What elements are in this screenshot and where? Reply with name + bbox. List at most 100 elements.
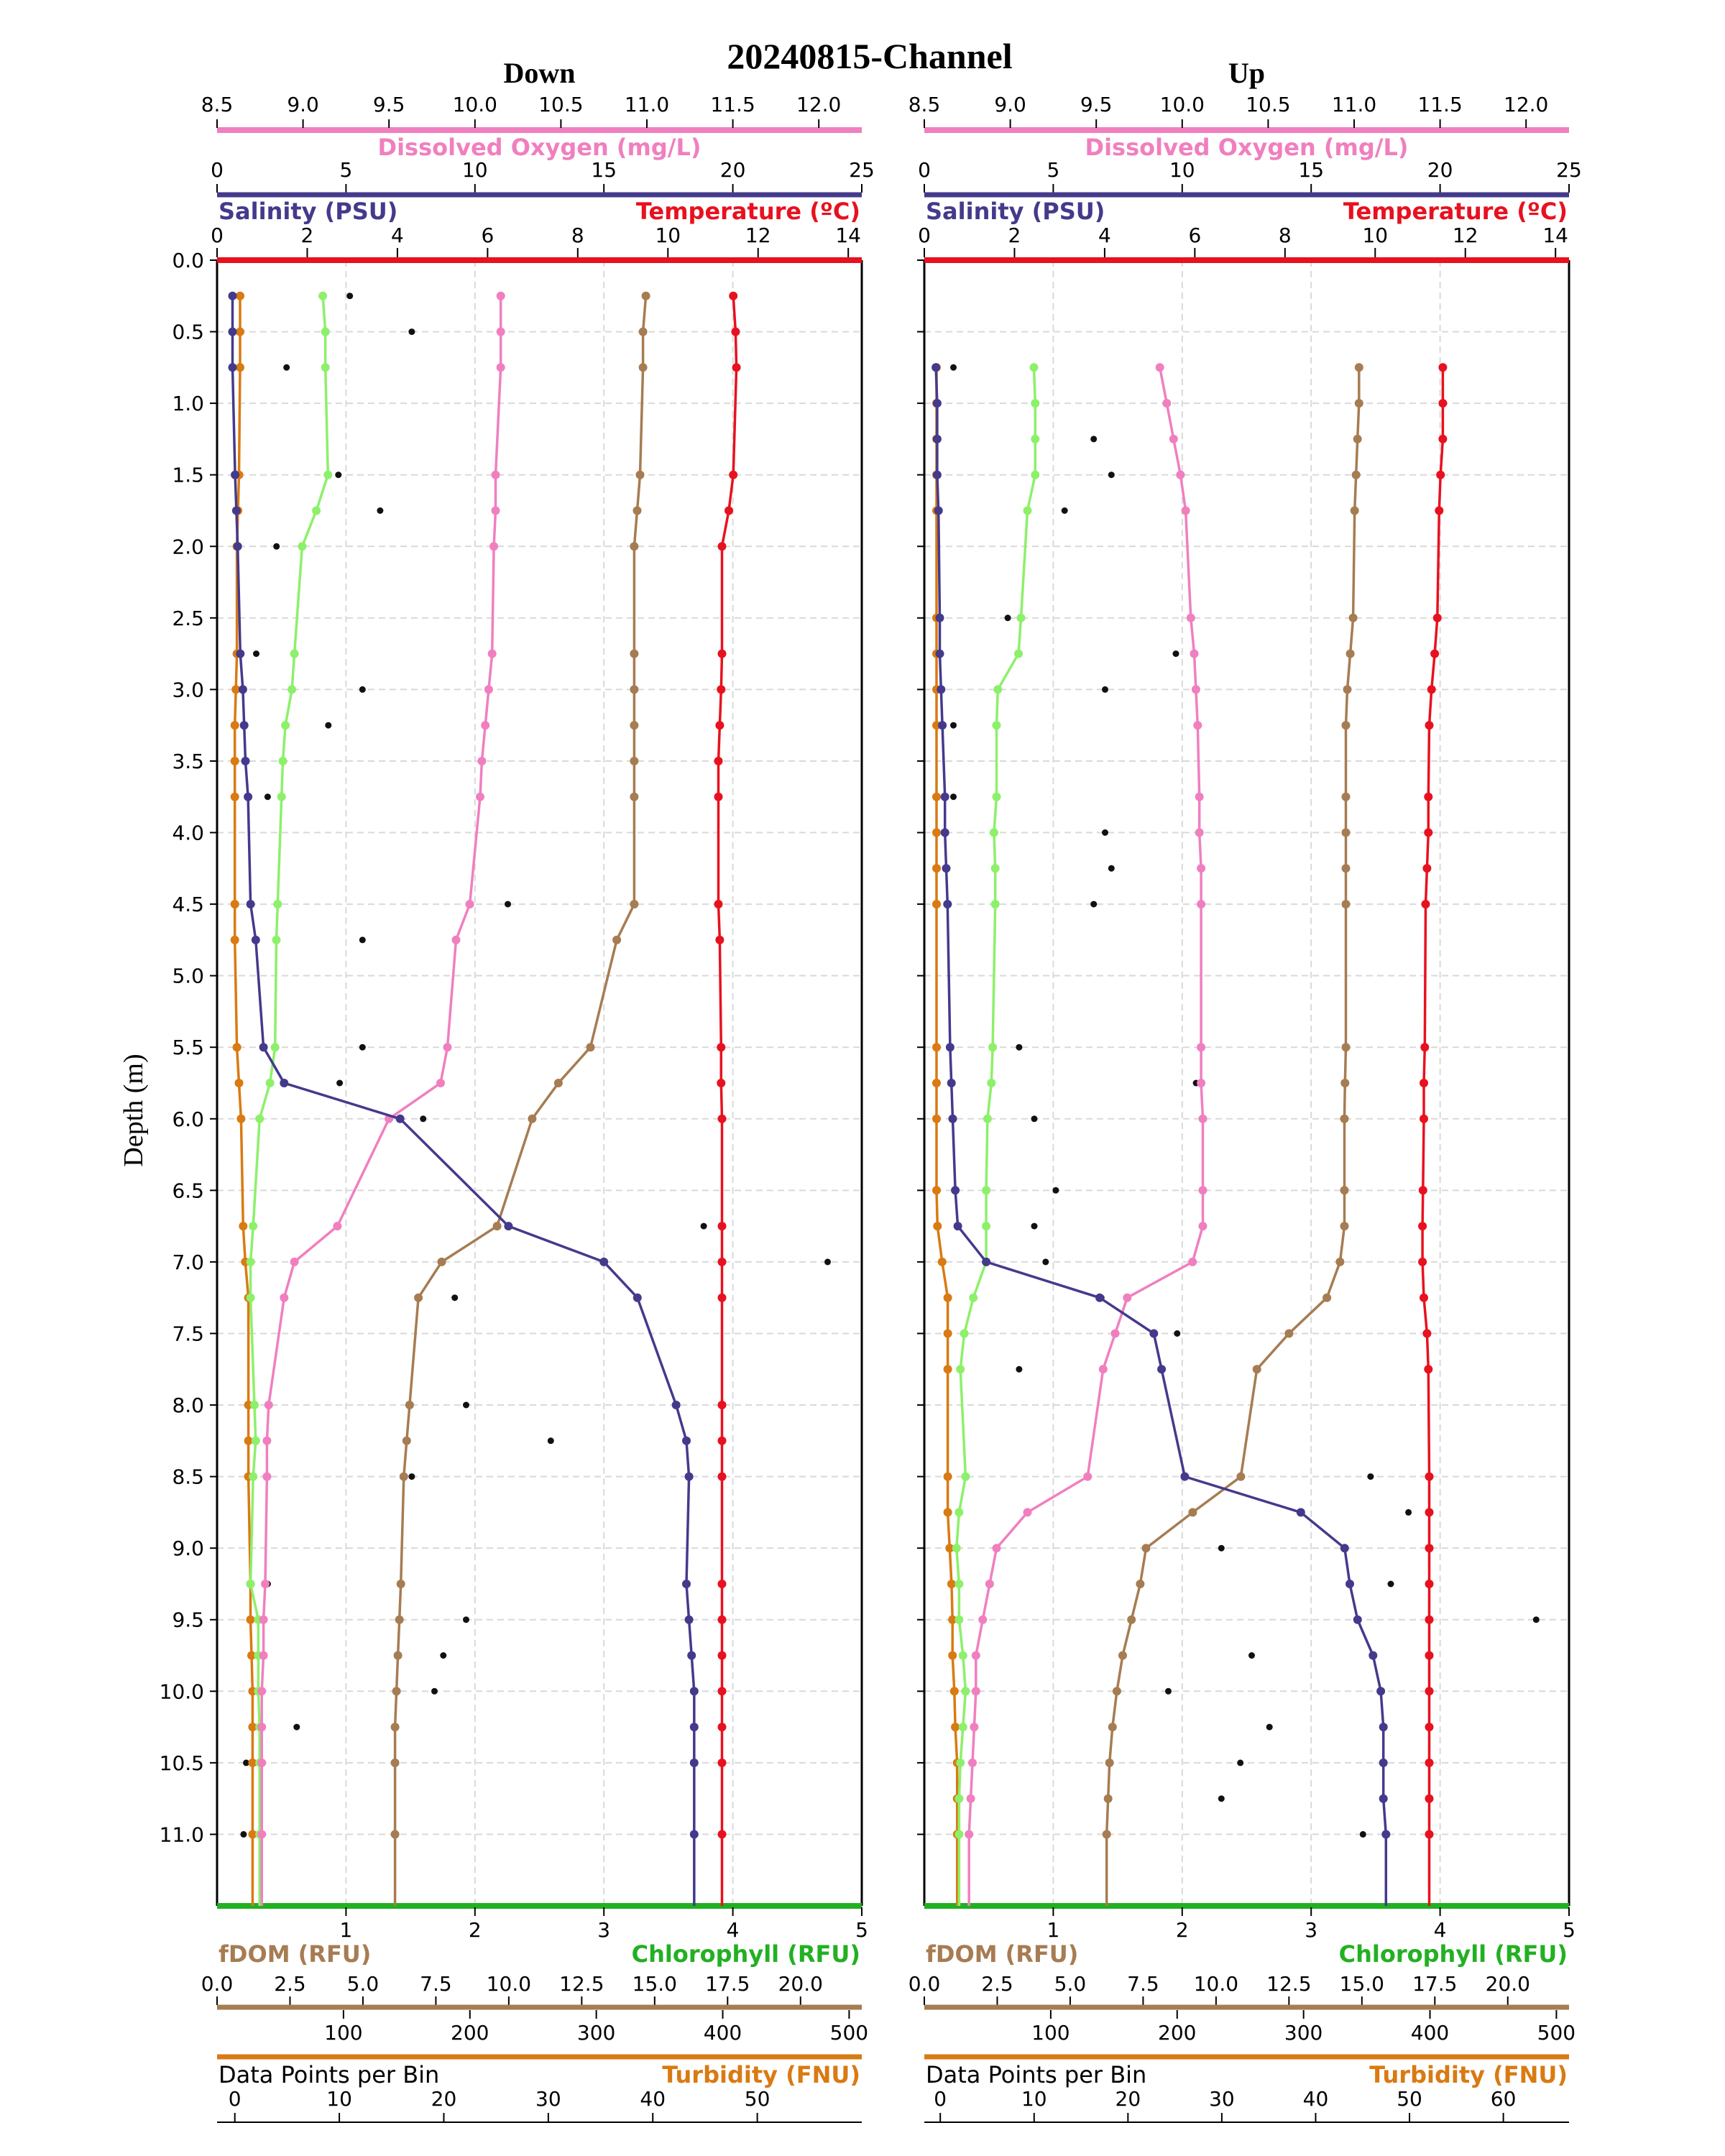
- data-point-dissolved-oxygen: [1191, 685, 1200, 694]
- data-point-chlorophyll: [1031, 399, 1040, 408]
- data-point-temperature: [1421, 900, 1430, 909]
- y-tick-label: 11.0: [160, 1823, 204, 1846]
- data-point-chlorophyll: [250, 1401, 259, 1409]
- data-point-fdom: [1341, 864, 1351, 873]
- data-point-temperature: [717, 1830, 727, 1839]
- data-point-dissolved-oxygen: [971, 1651, 980, 1660]
- bin-count-point: [1031, 1115, 1038, 1123]
- data-point-salinity: [689, 1830, 699, 1839]
- bin-count-point: [1532, 1616, 1540, 1623]
- data-point-temperature: [729, 291, 738, 300]
- data-point-fdom: [586, 1043, 595, 1052]
- data-point-temperature: [1424, 792, 1433, 801]
- data-point-temperature: [717, 685, 726, 694]
- bin-count-point: [1367, 1473, 1374, 1480]
- data-point-salinity: [951, 1186, 960, 1195]
- data-point-temperature: [717, 1615, 727, 1624]
- series-fdom: [390, 291, 650, 1906]
- data-point-chlorophyll: [288, 685, 297, 694]
- data-point-salinity: [228, 363, 237, 372]
- series-salinity: [228, 291, 699, 1906]
- chlorophyll-tick-label: 4: [727, 1918, 740, 1942]
- bin-count-point: [950, 722, 957, 729]
- data-point-dissolved-oxygen: [1198, 1186, 1208, 1195]
- temperature-tick-label: 0: [211, 224, 224, 247]
- data-point-temperature: [715, 721, 724, 730]
- y-tick-label: 7.0: [172, 1250, 204, 1274]
- y-tick-label: 3.5: [172, 750, 204, 773]
- data-point-turbidity: [236, 363, 244, 372]
- data-point-fdom: [1236, 1472, 1246, 1481]
- data-point-temperature: [1425, 1580, 1434, 1588]
- fdom-tick-label: 20.0: [778, 1972, 823, 1996]
- data-point-dissolved-oxygen: [1198, 1114, 1208, 1123]
- data-point-dissolved-oxygen: [487, 649, 497, 658]
- bin-count-point: [1387, 1580, 1394, 1588]
- data-point-salinity: [1376, 1687, 1386, 1696]
- data-point-fdom: [1340, 1114, 1349, 1123]
- data-point-temperature: [1425, 1794, 1434, 1803]
- data-point-temperature: [1435, 506, 1444, 515]
- data-point-turbidity: [948, 1651, 957, 1660]
- data-point-salinity: [940, 792, 949, 801]
- temperature-tick-label: 12: [745, 224, 771, 247]
- bin-count-point: [359, 1044, 366, 1051]
- bin-count-point: [335, 471, 342, 479]
- fdom-tick-label: 2.5: [274, 1972, 306, 1996]
- data-point-dissolved-oxygen: [1188, 1257, 1197, 1266]
- chlorophyll-tick-label: 3: [1305, 1918, 1317, 1942]
- data-point-fdom: [1340, 1222, 1349, 1231]
- data-point-temperature: [1424, 828, 1433, 837]
- data-point-chlorophyll: [954, 1580, 964, 1588]
- data-point-salinity: [1353, 1615, 1362, 1624]
- bin-count-point: [1004, 614, 1011, 622]
- data-point-salinity: [982, 1257, 991, 1266]
- bin-count-point: [950, 364, 957, 371]
- data-point-fdom: [630, 900, 639, 909]
- bin-count-point: [408, 1473, 415, 1480]
- data-point-salinity: [932, 399, 942, 408]
- turbidity-tick-label: 10: [326, 2087, 352, 2111]
- data-point-fdom: [1322, 1293, 1332, 1302]
- data-point-dissolved-oxygen: [259, 1615, 268, 1624]
- temperature-tick-label: 8: [571, 224, 584, 247]
- data-point-salinity: [504, 1222, 513, 1231]
- turbidity-tick-label: 40: [640, 2087, 666, 2111]
- data-point-fdom: [1118, 1651, 1127, 1660]
- y-tick-label: 9.0: [172, 1537, 204, 1560]
- data-point-salinity: [938, 721, 947, 730]
- data-point-salinity: [687, 1651, 696, 1660]
- series-chlorophyll: [246, 291, 333, 1906]
- data-point-chlorophyll: [989, 828, 998, 837]
- data-point-temperature: [714, 792, 723, 801]
- do-tick-label: 8.5: [201, 93, 234, 116]
- data-point-fdom: [1341, 828, 1351, 837]
- y-axis-label: Depth (m): [119, 1054, 149, 1166]
- data-point-temperature: [717, 1257, 727, 1266]
- fdom-tick-label: 5.0: [347, 1972, 380, 1996]
- data-point-temperature: [1420, 1043, 1430, 1052]
- data-point-chlorophyll: [958, 1651, 967, 1660]
- data-point-dissolved-oxygen: [491, 470, 500, 479]
- turbidity-axis-label: Turbidity (FNU): [1369, 2061, 1568, 2088]
- data-point-fdom: [1141, 1544, 1151, 1553]
- data-point-chlorophyll: [249, 1472, 258, 1481]
- data-point-salinity: [671, 1401, 681, 1409]
- data-point-chlorophyll: [277, 792, 286, 801]
- data-point-dissolved-oxygen: [1193, 721, 1202, 730]
- data-point-salinity: [934, 506, 943, 515]
- data-point-fdom: [1340, 1079, 1350, 1087]
- data-point-fdom: [399, 1472, 408, 1481]
- bins-tick-label: 500: [830, 2021, 868, 2045]
- data-point-dissolved-oxygen: [1169, 434, 1178, 443]
- temperature-tick-label: 8: [1279, 224, 1292, 247]
- data-point-turbidity: [943, 1472, 952, 1481]
- data-point-turbidity: [244, 1401, 253, 1409]
- data-point-fdom: [437, 1257, 446, 1266]
- chlorophyll-tick-label: 5: [855, 1918, 868, 1942]
- data-point-dissolved-oxygen: [1083, 1472, 1092, 1481]
- y-tick-label: 6.5: [172, 1179, 204, 1202]
- salinity-tick-label: 15: [1298, 158, 1324, 182]
- data-point-dissolved-oxygen: [451, 935, 461, 944]
- data-point-chlorophyll: [954, 1615, 964, 1624]
